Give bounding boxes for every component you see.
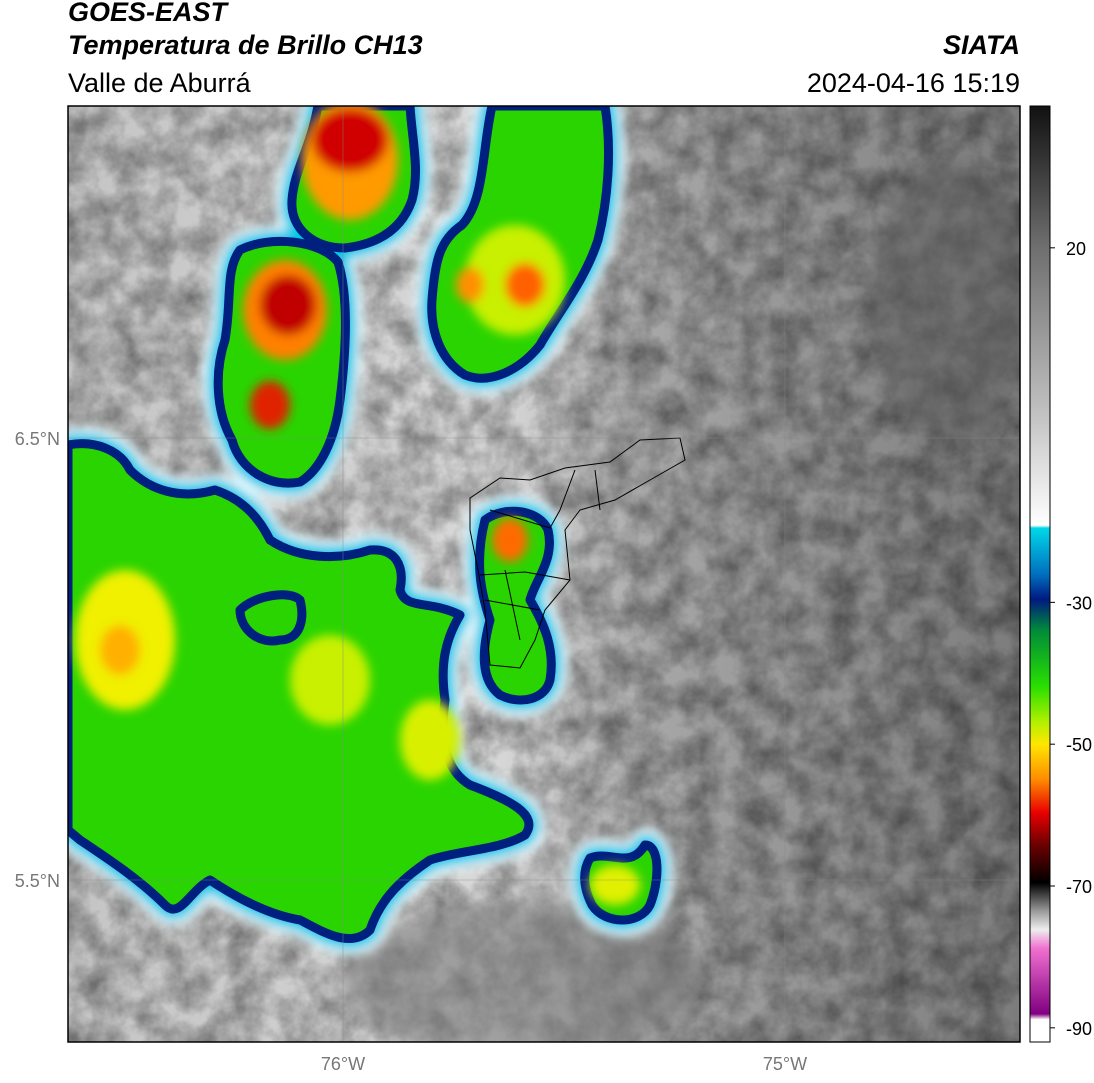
colorbar (1029, 105, 1051, 1043)
lon-label: 75°W (763, 1054, 807, 1074)
colorbar-tick-label: -30 (1066, 593, 1092, 613)
lon-label: 76°W (321, 1054, 365, 1074)
map-frame (67, 105, 1021, 1043)
organization: SIATA (943, 30, 1020, 60)
datetime: 2024-04-16 15:19 (807, 68, 1020, 98)
region: Valle de Aburrá (68, 68, 252, 98)
map-image (68, 106, 1020, 1042)
colorbar-tick-label: -50 (1066, 735, 1092, 755)
colorbar-tick-label: -90 (1066, 1019, 1092, 1039)
lat-label: 5.5°N (15, 871, 60, 891)
lat-label: 6.5°N (15, 429, 60, 449)
colorbar-tick-label: -70 (1066, 877, 1092, 897)
colorbar-tick-label: 20 (1066, 239, 1086, 259)
product-title: Temperatura de Brillo CH13 (68, 30, 423, 60)
satellite-title: GOES-EAST (68, 0, 230, 27)
